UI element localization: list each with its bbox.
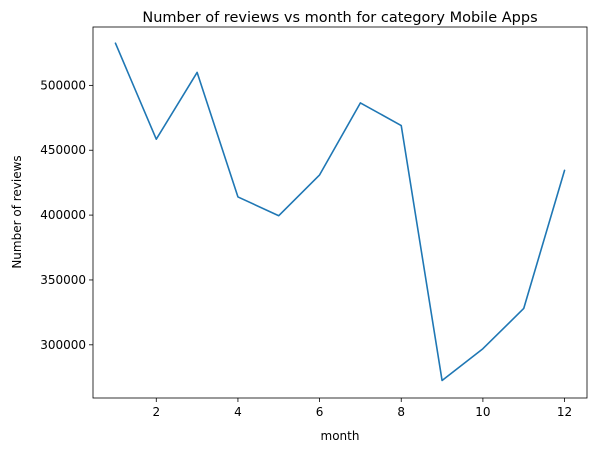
x-axis-label: month	[321, 429, 360, 443]
chart-title: Number of reviews vs month for category …	[142, 10, 537, 26]
series-line-0	[114, 42, 566, 382]
series-layer	[114, 42, 566, 382]
y-axis: 300000 350000 400000 450000 500000	[40, 78, 93, 352]
plot-area	[92, 26, 588, 399]
x-tick-label: 2	[152, 405, 160, 419]
y-tick-label: 400000	[40, 208, 86, 222]
x-tick-label: 6	[316, 405, 324, 419]
x-tick-label: 8	[397, 405, 405, 419]
x-tick-label: 10	[475, 405, 490, 419]
plot-frame	[92, 26, 588, 399]
y-tick-label: 350000	[40, 273, 86, 287]
y-axis-label: Number of reviews	[10, 155, 24, 268]
y-tick-label: 300000	[40, 338, 86, 352]
y-tick-label: 450000	[40, 143, 86, 157]
x-tick-label: 4	[234, 405, 242, 419]
x-tick-label: 12	[557, 405, 572, 419]
y-tick-label: 500000	[40, 78, 86, 92]
x-axis: 2 4 6 8 10 12	[152, 398, 572, 419]
